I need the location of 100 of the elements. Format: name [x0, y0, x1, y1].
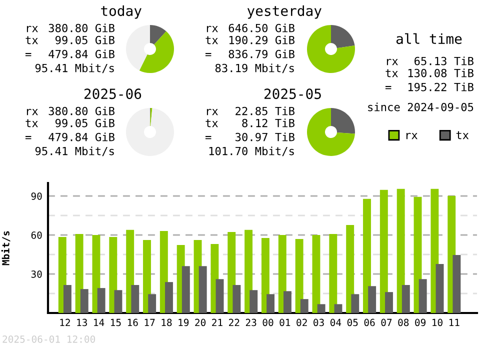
text: 30.97 TiB — [236, 132, 294, 142]
text: 190.29 GiB — [229, 36, 294, 44]
bar — [334, 304, 342, 313]
text: 99.05 GiB — [55, 118, 114, 128]
text: = — [25, 53, 32, 56]
bar — [363, 198, 371, 313]
text: = — [25, 136, 32, 140]
text: tx — [206, 119, 218, 128]
x-tick-label: 05 — [347, 318, 358, 326]
text: tx — [26, 36, 38, 44]
x-tick-label: 13 — [77, 318, 87, 326]
donut-slice — [139, 31, 174, 73]
x-tick-label: 14 — [94, 318, 104, 326]
y-tick-label: 90 — [31, 192, 42, 200]
donut-slice — [331, 108, 355, 134]
text: since 2024-09-05 — [368, 102, 474, 112]
y-tick-label: 30 — [31, 270, 42, 278]
bar — [266, 294, 275, 313]
text: rx — [206, 108, 218, 116]
text: 65.13 TiB — [414, 56, 474, 66]
text: rx — [206, 26, 218, 32]
x-tick-label: 19 — [178, 318, 189, 326]
bar — [402, 285, 410, 313]
bar — [250, 290, 258, 313]
bar — [261, 238, 270, 313]
bar — [80, 289, 88, 313]
text: 95.41 Mbit/s — [35, 146, 114, 156]
x-tick-label: 17 — [144, 318, 155, 326]
x-tick-label: 22 — [229, 318, 240, 326]
x-tick-label: 07 — [381, 318, 392, 326]
text: 836.79 GiB — [228, 50, 294, 58]
bar — [380, 190, 388, 313]
bar — [317, 304, 326, 313]
x-tick-label: 02 — [296, 318, 307, 326]
x-tick-label: 23 — [246, 318, 256, 326]
bar — [368, 286, 376, 313]
text: 130.08 TiB — [408, 68, 474, 78]
x-tick-label: 15 — [111, 318, 121, 326]
bar — [300, 299, 308, 313]
text: 22.85 TiB — [236, 106, 294, 116]
x-tick-label: 11 — [449, 318, 460, 326]
chart-title: yesterday — [247, 5, 322, 19]
donut-slice — [331, 25, 355, 48]
bar — [165, 282, 173, 313]
bar — [232, 285, 241, 313]
donut-slice — [307, 25, 355, 73]
x-tick-label: 09 — [415, 318, 426, 326]
text: tx — [386, 69, 398, 78]
bar — [97, 288, 106, 313]
text: rx — [26, 108, 38, 116]
bar — [109, 236, 118, 313]
x-tick-label: 00 — [262, 318, 274, 326]
text: 101.70 Mbit/s — [209, 146, 294, 156]
donut-slice — [126, 108, 174, 156]
legend-label: tx — [456, 131, 469, 140]
bar — [418, 279, 427, 313]
text: 479.84 GiB — [48, 132, 114, 142]
y-tick-label: 60 — [31, 232, 42, 239]
x-tick-label: 10 — [432, 318, 442, 326]
bar — [452, 255, 461, 313]
text: tx — [26, 119, 38, 128]
bar — [198, 266, 207, 313]
text: 380.80 GiB — [48, 24, 114, 32]
bar — [329, 234, 338, 313]
x-tick-label: 03 — [314, 318, 324, 326]
bar — [385, 292, 393, 313]
bar — [351, 294, 360, 313]
text: 646.50 GiB — [228, 24, 294, 32]
donut-slice — [126, 25, 150, 71]
donut-slice — [150, 25, 166, 45]
x-tick-label: 04 — [330, 318, 342, 326]
text: 8.12 TiB — [242, 118, 294, 128]
bar — [295, 239, 304, 313]
text: rx — [26, 26, 38, 32]
donut-slice — [307, 108, 355, 156]
x-tick-label: 21 — [212, 318, 222, 326]
text: rx — [386, 58, 398, 66]
bar — [216, 279, 224, 313]
text: = — [205, 136, 212, 140]
bar — [283, 291, 292, 313]
text: = — [205, 53, 212, 56]
bar — [148, 294, 156, 313]
bar — [396, 188, 405, 313]
x-tick-label: 20 — [195, 318, 206, 326]
text: all time — [396, 33, 462, 44]
text: 95.41 Mbit/s — [35, 64, 114, 74]
bar — [346, 224, 354, 313]
x-tick-label: 08 — [398, 318, 409, 326]
x-tick-label: 01 — [280, 318, 290, 326]
chart-title: 2025-05 — [264, 88, 321, 100]
bar — [436, 264, 444, 313]
text: 99.05 GiB — [55, 36, 114, 44]
legend-label: rx — [406, 132, 418, 140]
text: 195.22 TiB — [408, 82, 474, 92]
x-tick-label: 06 — [364, 318, 375, 326]
text: = — [385, 86, 392, 90]
text: 479.84 GiB — [48, 50, 114, 58]
bar — [312, 235, 320, 313]
text: 380.80 GiB — [48, 106, 114, 116]
x-tick-label: 18 — [162, 318, 172, 326]
